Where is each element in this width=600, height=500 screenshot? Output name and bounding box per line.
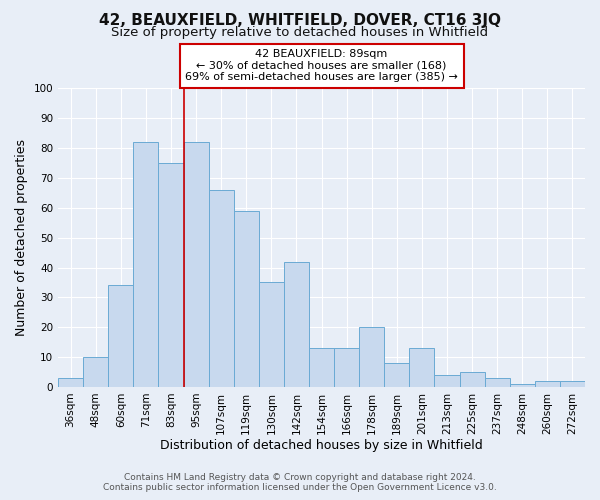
- Bar: [83, 357, 108, 387]
- Bar: [233, 211, 259, 387]
- Text: Contains HM Land Registry data © Crown copyright and database right 2024.
Contai: Contains HM Land Registry data © Crown c…: [103, 473, 497, 492]
- Bar: [409, 348, 434, 387]
- Bar: [58, 378, 83, 387]
- Bar: [259, 282, 284, 387]
- Text: 42 BEAUXFIELD: 89sqm
← 30% of detached houses are smaller (168)
69% of semi-deta: 42 BEAUXFIELD: 89sqm ← 30% of detached h…: [185, 49, 458, 82]
- Bar: [460, 372, 485, 387]
- Bar: [284, 262, 309, 387]
- Bar: [108, 286, 133, 387]
- X-axis label: Distribution of detached houses by size in Whitfield: Distribution of detached houses by size …: [160, 440, 483, 452]
- Bar: [485, 378, 510, 387]
- Bar: [334, 348, 359, 387]
- Bar: [359, 327, 384, 387]
- Bar: [434, 375, 460, 387]
- Text: Size of property relative to detached houses in Whitfield: Size of property relative to detached ho…: [112, 26, 488, 39]
- Bar: [158, 163, 184, 387]
- Bar: [133, 142, 158, 387]
- Bar: [384, 363, 409, 387]
- Bar: [510, 384, 535, 387]
- Bar: [535, 381, 560, 387]
- Bar: [560, 381, 585, 387]
- Y-axis label: Number of detached properties: Number of detached properties: [15, 139, 28, 336]
- Bar: [209, 190, 233, 387]
- Bar: [309, 348, 334, 387]
- Bar: [184, 142, 209, 387]
- Text: 42, BEAUXFIELD, WHITFIELD, DOVER, CT16 3JQ: 42, BEAUXFIELD, WHITFIELD, DOVER, CT16 3…: [99, 12, 501, 28]
